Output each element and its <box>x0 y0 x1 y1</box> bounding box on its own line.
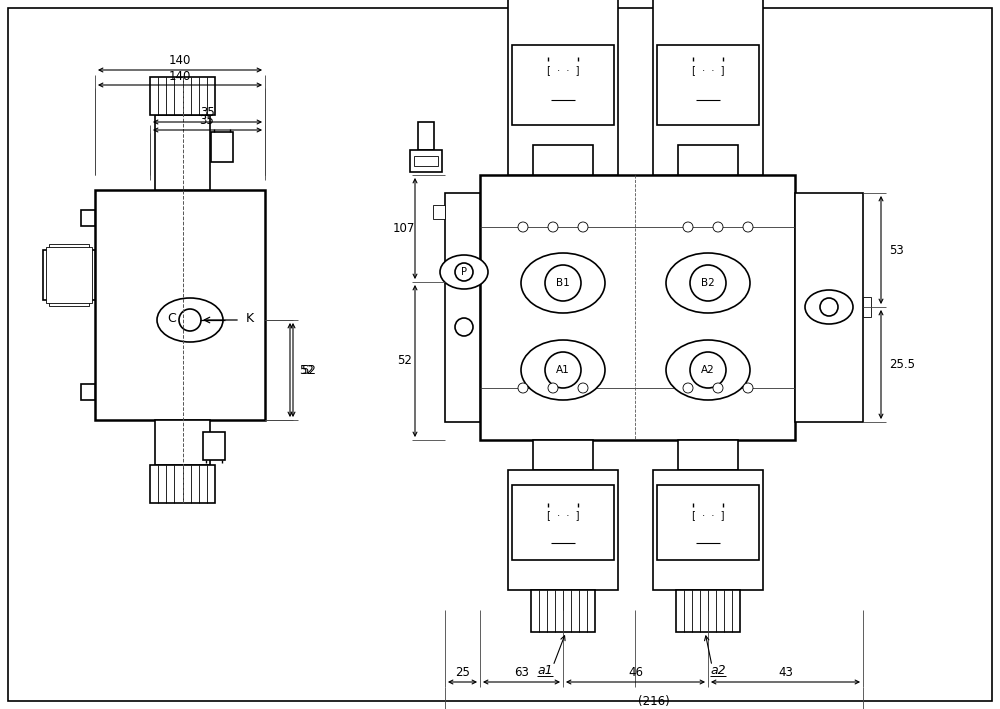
Ellipse shape <box>157 298 223 342</box>
Bar <box>95 190 265 420</box>
Bar <box>410 150 442 172</box>
Bar <box>203 432 225 460</box>
Circle shape <box>578 383 588 393</box>
Circle shape <box>713 222 723 232</box>
Text: 43: 43 <box>778 666 793 679</box>
Circle shape <box>713 383 723 393</box>
Circle shape <box>179 309 201 331</box>
Bar <box>480 175 795 440</box>
Circle shape <box>455 318 473 336</box>
Text: 52: 52 <box>299 364 314 376</box>
Bar <box>445 193 480 422</box>
Circle shape <box>743 383 753 393</box>
Bar <box>653 470 763 590</box>
Text: [  ·  ·  ]: [ · · ] <box>692 65 724 75</box>
Text: 140: 140 <box>169 69 191 82</box>
Circle shape <box>518 383 528 393</box>
Bar <box>81 210 95 226</box>
Text: B2: B2 <box>701 278 715 288</box>
Bar <box>508 0 618 175</box>
Text: A1: A1 <box>556 365 570 375</box>
Circle shape <box>683 222 693 232</box>
Text: 35: 35 <box>200 114 214 128</box>
Circle shape <box>743 222 753 232</box>
Text: C: C <box>168 313 176 325</box>
Circle shape <box>548 383 558 393</box>
Text: P: P <box>461 267 467 277</box>
Text: B1: B1 <box>556 278 570 288</box>
Circle shape <box>578 222 588 232</box>
Bar <box>155 115 210 190</box>
Text: 53: 53 <box>889 243 904 257</box>
Circle shape <box>820 298 838 316</box>
Bar <box>81 384 95 400</box>
Bar <box>43 250 95 300</box>
Bar <box>863 297 871 317</box>
Text: [  ·  ·  ]: [ · · ] <box>547 510 579 520</box>
Ellipse shape <box>521 340 605 400</box>
Circle shape <box>683 383 693 393</box>
Bar <box>418 122 434 150</box>
Text: 25: 25 <box>455 666 470 679</box>
Text: 52: 52 <box>397 354 412 367</box>
Bar <box>678 440 738 470</box>
Text: [  ·  ·  ]: [ · · ] <box>692 510 724 520</box>
Bar <box>433 205 445 219</box>
Bar <box>657 485 759 560</box>
Bar <box>512 45 614 125</box>
Text: 46: 46 <box>628 666 643 679</box>
Bar <box>508 470 618 590</box>
Bar <box>150 77 215 115</box>
Text: (216): (216) <box>638 695 670 708</box>
Text: 52: 52 <box>301 364 316 376</box>
Bar <box>678 145 738 175</box>
Ellipse shape <box>521 253 605 313</box>
Bar <box>155 420 210 465</box>
Text: K: K <box>246 313 254 325</box>
Ellipse shape <box>666 340 750 400</box>
Bar <box>676 590 740 632</box>
Text: 25.5: 25.5 <box>889 358 915 371</box>
Bar <box>512 485 614 560</box>
Circle shape <box>545 265 581 301</box>
Bar <box>531 590 595 632</box>
Circle shape <box>518 222 528 232</box>
Bar <box>533 440 593 470</box>
Text: a1: a1 <box>537 664 553 676</box>
Text: A2: A2 <box>701 365 715 375</box>
Circle shape <box>455 263 473 281</box>
Bar <box>653 0 763 175</box>
Bar <box>211 132 233 162</box>
Ellipse shape <box>440 255 488 289</box>
FancyBboxPatch shape <box>399 99 453 123</box>
Bar <box>657 45 759 125</box>
Text: 107: 107 <box>393 222 415 235</box>
Bar <box>49 244 89 306</box>
Text: 140: 140 <box>169 53 191 67</box>
Bar <box>795 193 863 422</box>
Circle shape <box>545 352 581 388</box>
Ellipse shape <box>805 290 853 324</box>
Text: 35: 35 <box>200 106 215 120</box>
Text: [  ·  ·  ]: [ · · ] <box>547 65 579 75</box>
Bar <box>150 465 215 503</box>
Text: a2: a2 <box>710 664 726 676</box>
Bar <box>46 247 92 303</box>
Circle shape <box>690 265 726 301</box>
Circle shape <box>690 352 726 388</box>
Ellipse shape <box>666 253 750 313</box>
Circle shape <box>548 222 558 232</box>
Text: 63: 63 <box>514 666 529 679</box>
Bar <box>414 156 438 166</box>
Bar <box>533 145 593 175</box>
